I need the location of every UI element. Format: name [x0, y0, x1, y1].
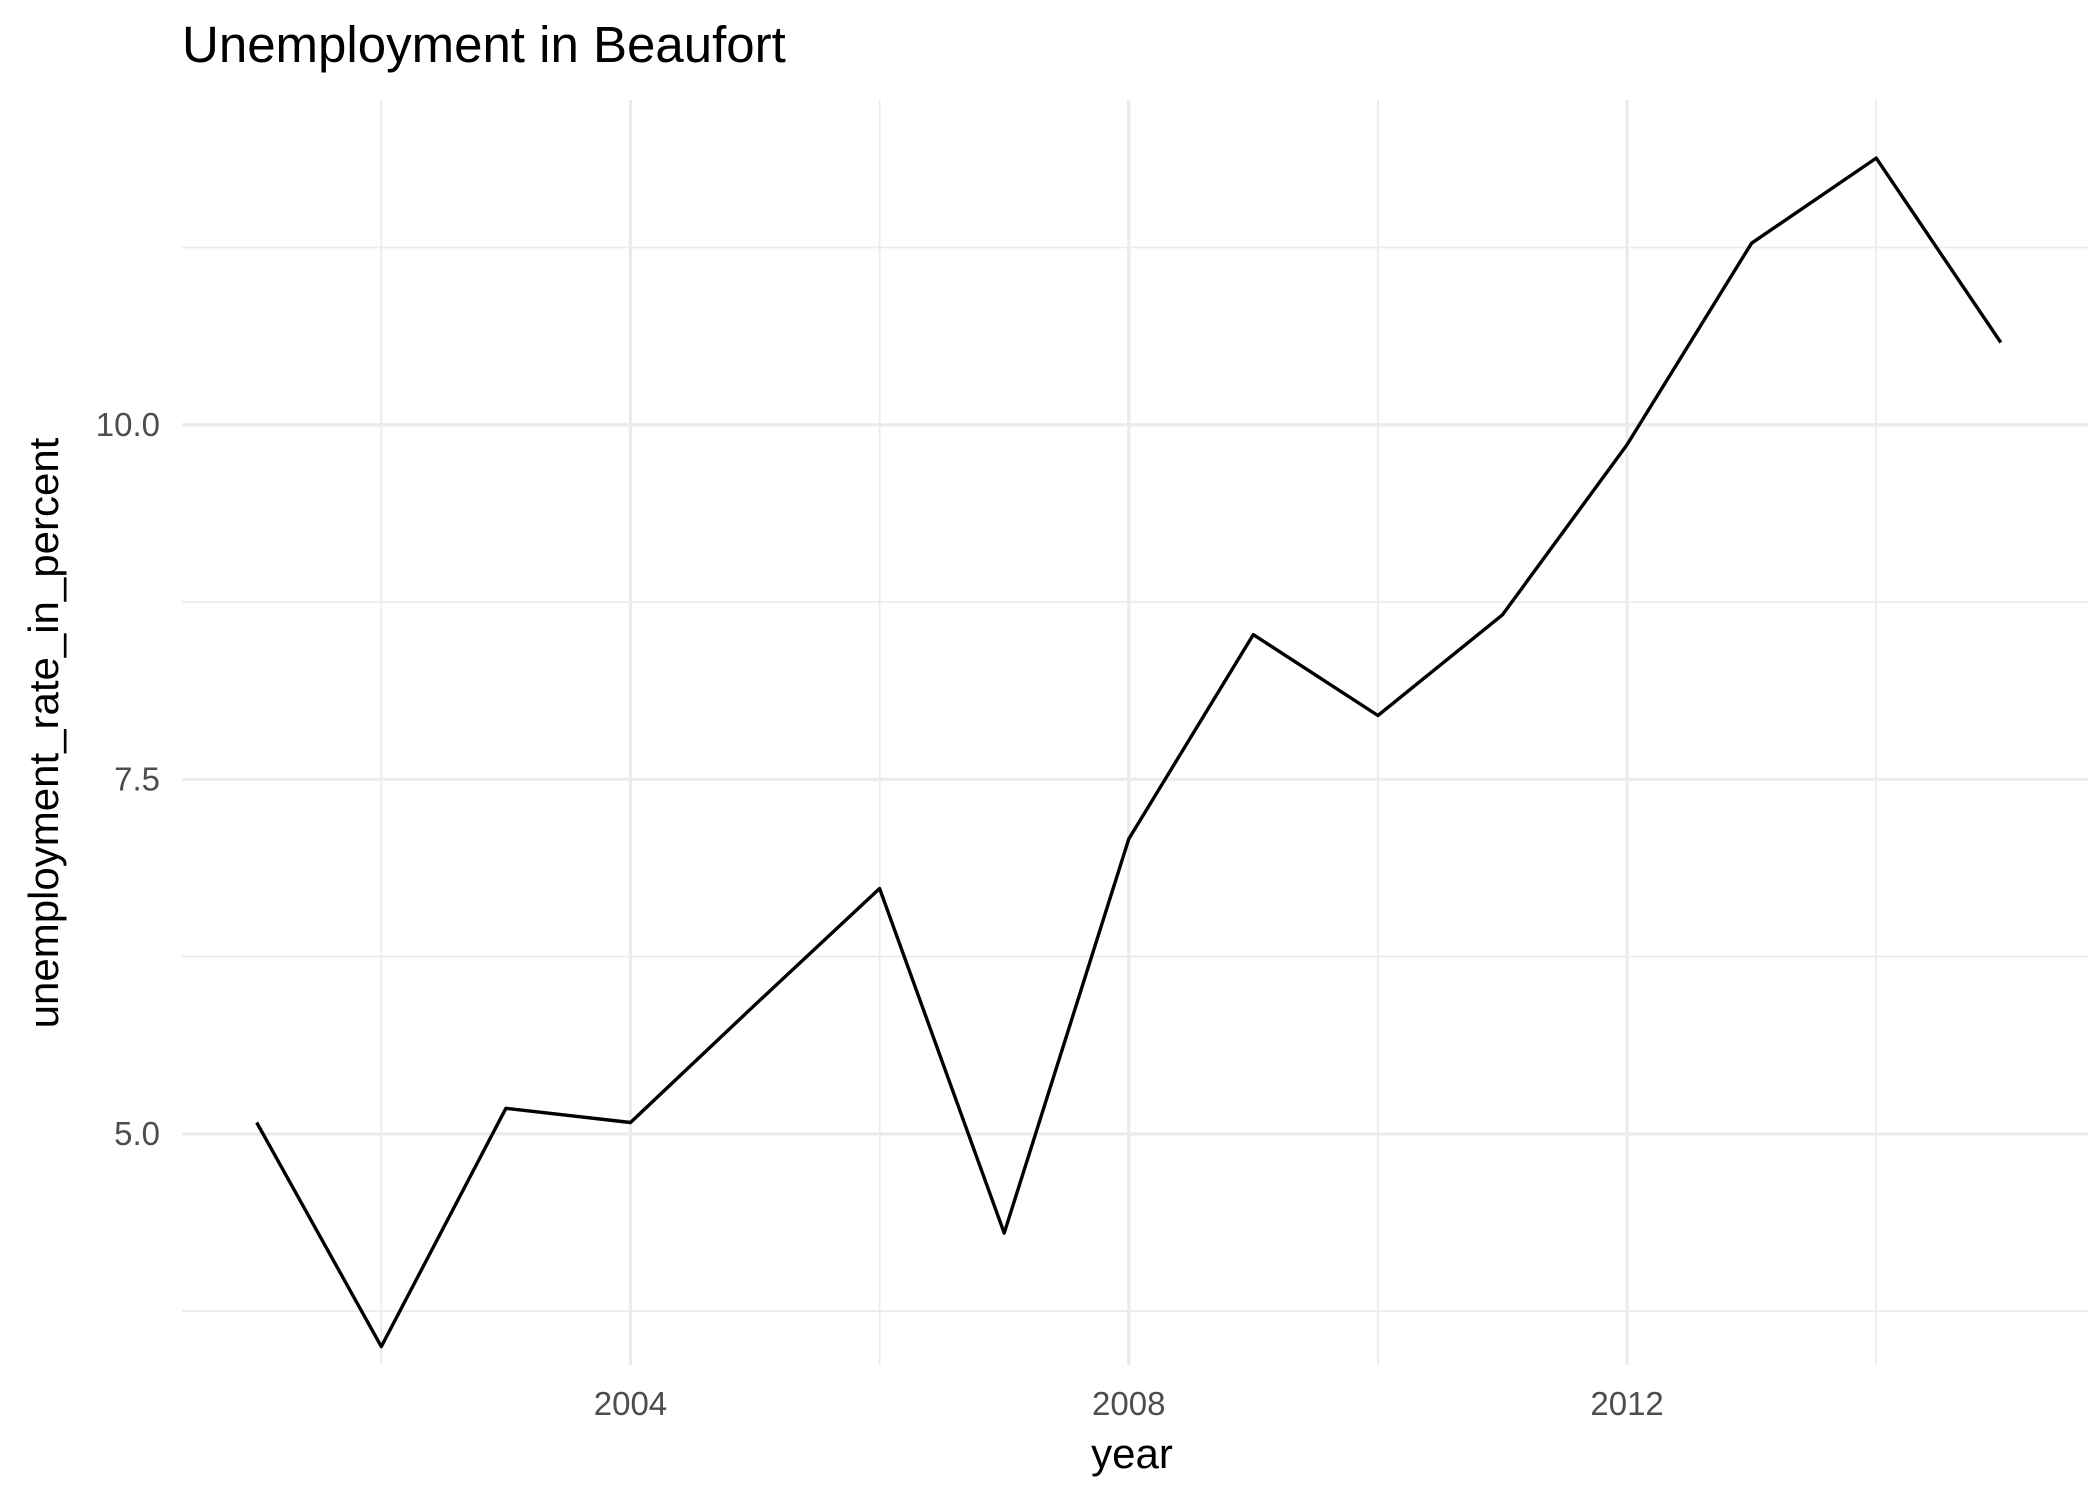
chart-title: Unemployment in Beaufort	[182, 16, 786, 73]
minor-y-gridlines	[182, 246, 2088, 1313]
y-axis-title: unemployment_rate_in_percent	[20, 437, 67, 1028]
series-line	[255, 156, 2003, 1349]
major-y-gridlines	[182, 423, 2088, 1136]
y-tick-labels: 5.0 7.5 10.0	[96, 406, 160, 1152]
x-axis-title: year	[1091, 1430, 1173, 1477]
x-tick-label: 2012	[1590, 1385, 1663, 1422]
x-tick-label: 2008	[1092, 1385, 1165, 1422]
x-tick-label: 2004	[594, 1385, 667, 1422]
y-tick-label: 5.0	[114, 1115, 160, 1152]
series-group	[255, 156, 2003, 1349]
x-tick-labels: 2004 2008 2012	[594, 1385, 1664, 1422]
y-tick-label: 7.5	[114, 760, 160, 797]
y-tick-label: 10.0	[96, 406, 160, 443]
major-x-gridlines	[628, 100, 1629, 1365]
minor-x-gridlines	[380, 100, 1878, 1365]
